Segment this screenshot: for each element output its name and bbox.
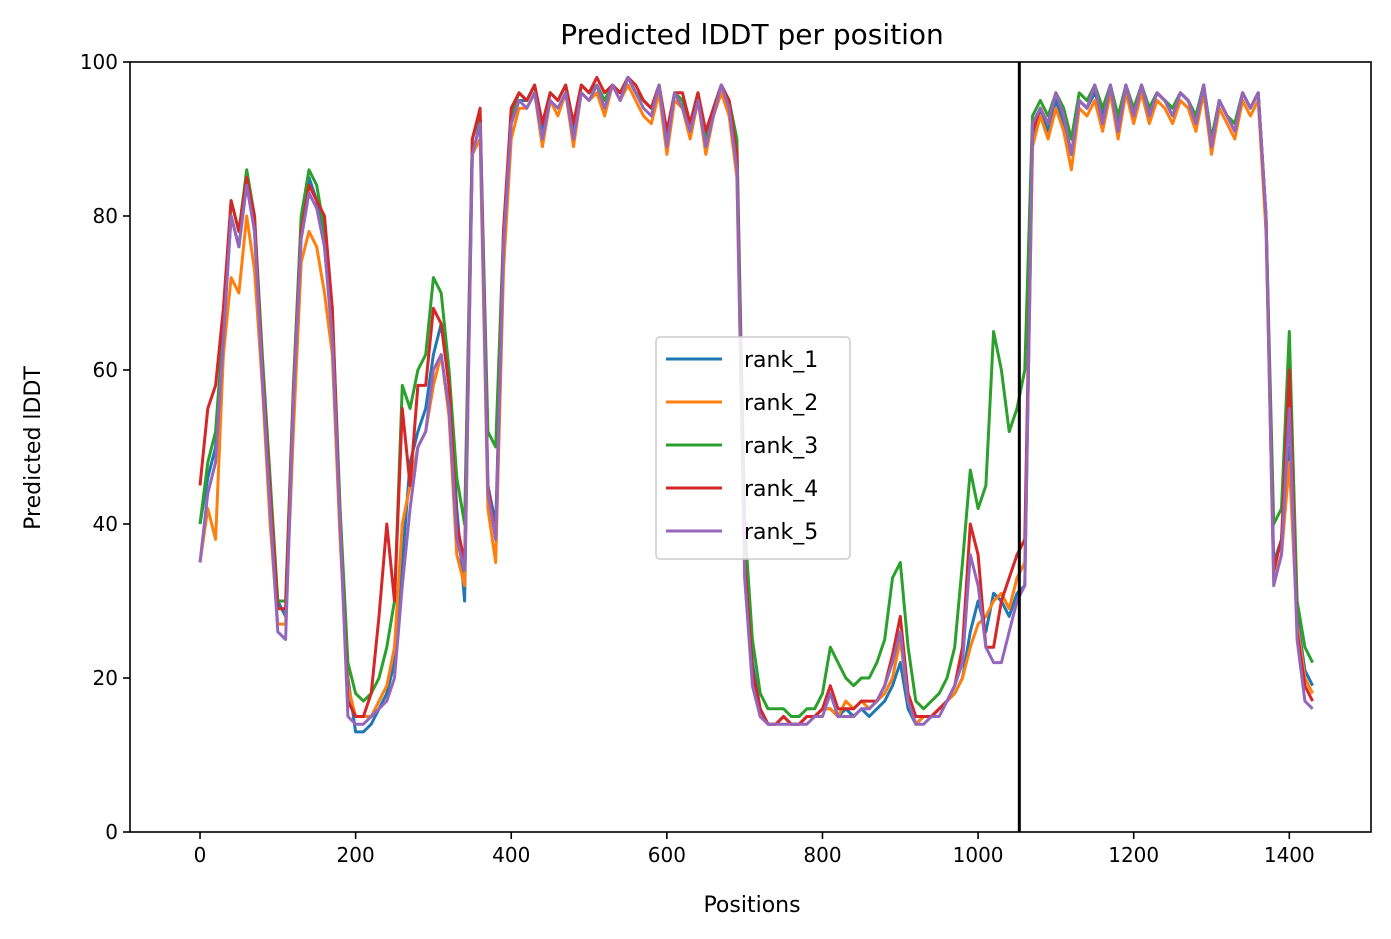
x-tick-label: 600 (648, 843, 686, 867)
plot-frame (129, 61, 1372, 833)
x-axis-ticks: 0 200 400 600 800 1000 1200 1400 (194, 832, 1315, 867)
legend-label-rank_5: rank_5 (744, 520, 818, 545)
chart-title: Predicted lDDT per position (560, 18, 944, 51)
x-tick-label: 400 (492, 843, 530, 867)
x-axis-title: Positions (703, 893, 800, 918)
x-tick-label: 1400 (1264, 843, 1315, 867)
x-tick-label: 1000 (953, 843, 1004, 867)
y-tick-label: 100 (80, 50, 118, 74)
series-line-rank_5 (198, 75, 1314, 726)
y-tick-label: 80 (93, 204, 118, 228)
y-tick-label: 40 (93, 512, 118, 536)
legend-box (655, 336, 851, 560)
legend: rank_1 rank_2 rank_3 rank_4 rank_5 (655, 336, 851, 560)
y-axis-ticks: 0 20 40 60 80 100 (80, 50, 130, 844)
y-tick-label: 60 (93, 358, 118, 382)
x-tick-label: 1200 (1108, 843, 1159, 867)
plot-series-group (198, 75, 1314, 734)
legend-label-rank_2: rank_2 (744, 391, 818, 416)
legend-label-rank_4: rank_4 (744, 477, 818, 502)
y-axis-title: Predicted lDDT (21, 366, 46, 530)
x-tick-label: 200 (337, 843, 375, 867)
y-tick-label: 20 (93, 666, 118, 690)
legend-label-rank_3: rank_3 (744, 434, 818, 459)
y-tick-label: 0 (105, 820, 118, 844)
x-tick-label: 800 (803, 843, 841, 867)
x-tick-label: 0 (194, 843, 207, 867)
legend-label-rank_1: rank_1 (744, 348, 818, 373)
